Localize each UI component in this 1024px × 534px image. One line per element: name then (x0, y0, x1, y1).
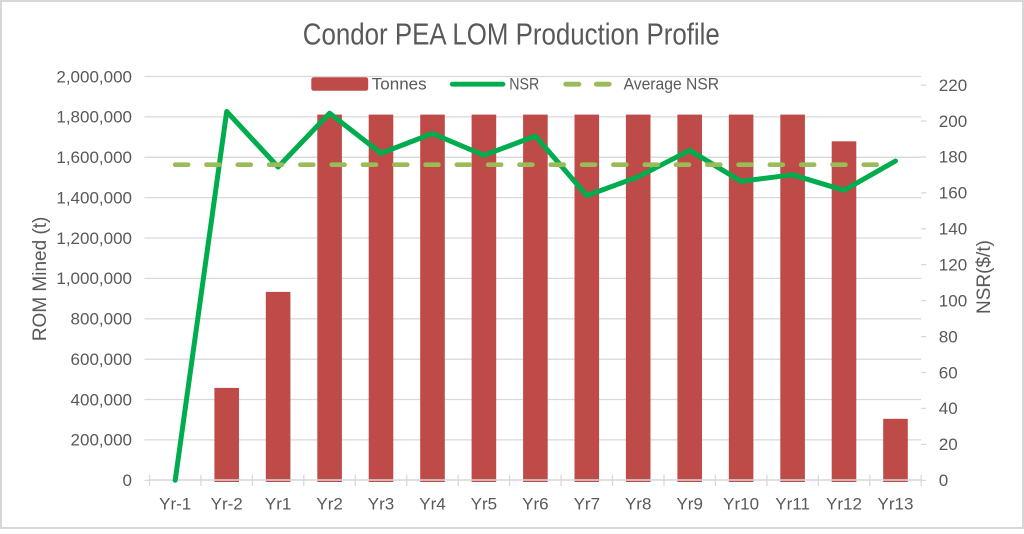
svg-text:Yr10: Yr10 (723, 495, 759, 514)
svg-text:100: 100 (939, 291, 967, 310)
svg-text:1,600,000: 1,600,000 (56, 148, 132, 167)
svg-text:200,000: 200,000 (71, 431, 132, 450)
svg-text:60: 60 (939, 363, 958, 382)
svg-text:0: 0 (939, 471, 948, 490)
svg-text:80: 80 (939, 327, 958, 346)
svg-text:Condor PEA LOM Production Prof: Condor PEA LOM Production Profile (303, 17, 720, 52)
svg-text:20: 20 (939, 435, 958, 454)
svg-text:140: 140 (939, 220, 967, 239)
svg-text:120: 120 (939, 256, 967, 275)
svg-text:800,000: 800,000 (71, 310, 132, 329)
svg-text:Yr-1: Yr-1 (159, 495, 191, 514)
svg-text:160: 160 (939, 184, 967, 203)
svg-text:1,800,000: 1,800,000 (56, 108, 132, 127)
svg-text:Yr9: Yr9 (676, 495, 702, 514)
svg-text:Yr12: Yr12 (826, 495, 862, 514)
svg-text:200: 200 (939, 112, 967, 131)
svg-text:Yr5: Yr5 (471, 495, 497, 514)
svg-text:1,200,000: 1,200,000 (56, 229, 132, 248)
svg-text:400,000: 400,000 (71, 390, 132, 409)
svg-text:ROM Mined (t): ROM Mined (t) (30, 217, 51, 342)
svg-text:Yr6: Yr6 (522, 495, 548, 514)
svg-text:Yr3: Yr3 (368, 495, 394, 514)
svg-text:NSR($/t): NSR($/t) (974, 240, 995, 314)
svg-text:0: 0 (123, 471, 132, 490)
svg-text:220: 220 (939, 76, 967, 95)
svg-text:600,000: 600,000 (71, 350, 132, 369)
svg-text:Yr7: Yr7 (574, 495, 600, 514)
svg-text:Yr11: Yr11 (775, 495, 810, 514)
svg-text:Tonnes: Tonnes (372, 75, 427, 94)
svg-text:Yr13: Yr13 (878, 495, 914, 514)
svg-text:180: 180 (939, 148, 967, 167)
svg-text:Yr2: Yr2 (316, 495, 342, 514)
svg-text:1,000,000: 1,000,000 (56, 269, 132, 288)
svg-text:Yr1: Yr1 (265, 495, 291, 514)
svg-text:Yr-2: Yr-2 (211, 495, 243, 514)
svg-text:40: 40 (939, 399, 958, 418)
svg-text:Average NSR: Average NSR (624, 75, 720, 94)
svg-text:Yr4: Yr4 (419, 495, 445, 514)
svg-text:NSR: NSR (509, 75, 539, 94)
svg-text:1,400,000: 1,400,000 (56, 188, 132, 207)
svg-text:2,000,000: 2,000,000 (56, 67, 132, 86)
svg-text:Yr8: Yr8 (625, 495, 651, 514)
